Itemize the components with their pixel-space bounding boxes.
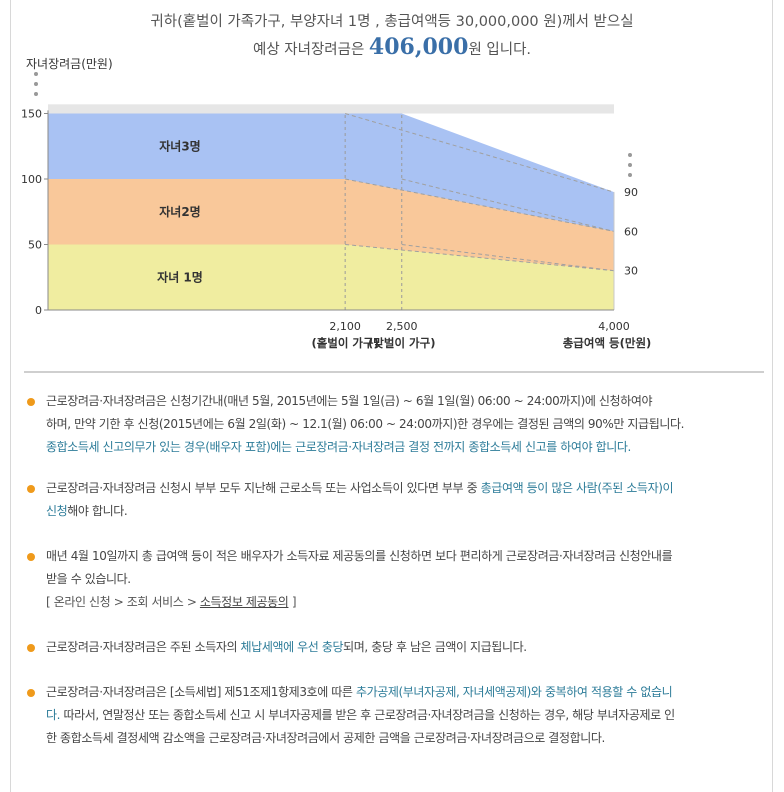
note-text: 근로장려금·자녀장려금은 신청기간내(매년 5월, 2015년에는 5월 1일(… bbox=[46, 394, 653, 408]
note-highlight: 종합소득세 신고의무가 있는 경우(배우자 포함)에는 근로장려금·자녀장려금 … bbox=[46, 440, 631, 454]
y-tick-label: 100 bbox=[21, 173, 42, 186]
note-highlight: 총급여액 등이 많은 사람(주된 소득자)이 bbox=[480, 481, 674, 495]
note-highlight: 다. bbox=[46, 708, 61, 722]
note-text: 근로장려금·자녀장려금은 [소득세법] 제51조제1항제3호에 따른 추가공제(… bbox=[46, 681, 764, 704]
breadcrumb-end: ] bbox=[288, 595, 297, 609]
note-item: 근로장려금·자녀장려금 신청시 부부 모두 지난해 근로소득 또는 사업소득이 … bbox=[24, 477, 764, 523]
note-text: 한 종합소득세 결정세액 감소액을 근로장려금·자녀장려금에서 공제한 금액을 … bbox=[46, 731, 605, 745]
x-tick-label: 2,100 bbox=[329, 320, 361, 333]
content-frame bbox=[10, 0, 773, 792]
bullet-icon bbox=[27, 553, 35, 561]
section-divider bbox=[24, 371, 764, 373]
y-tick-label: 0 bbox=[35, 304, 42, 317]
x-tick-sublabel: (홑벌이 가구) bbox=[311, 336, 378, 350]
x-tick-label: 4,000 bbox=[598, 320, 630, 333]
result-line-1: 귀하(홑벌이 가족가구, 부양자녀 1명 , 총급여액등 30,000,000 … bbox=[150, 14, 634, 30]
ellipsis-dot bbox=[628, 163, 632, 167]
note-item: 근로장려금·자녀장려금은 신청기간내(매년 5월, 2015년에는 5월 1일(… bbox=[24, 390, 764, 459]
income-consent-link[interactable]: 소득정보 제공동의 bbox=[199, 595, 289, 609]
guide-diag-1 bbox=[401, 244, 615, 272]
ellipsis-dot bbox=[628, 173, 632, 177]
note-text: 신청해야 합니다. bbox=[46, 500, 764, 523]
result-suffix: 원 입니다. bbox=[468, 42, 532, 58]
guide-diag-5 bbox=[345, 244, 615, 272]
bullet-icon bbox=[27, 485, 35, 493]
bullet-icon bbox=[27, 689, 35, 697]
note-text-part: 근로장려금·자녀장려금은 주된 소득자의 bbox=[46, 640, 241, 654]
note-text: 다. 따라서, 연말정산 또는 종합소득세 신고 시 부녀자공제를 받은 후 근… bbox=[46, 704, 764, 727]
bullet-icon bbox=[27, 644, 35, 652]
x-tick-label: 2,500 bbox=[386, 320, 418, 333]
note-text: 근로장려금·자녀장려금은 주된 소득자의 체납세액에 우선 충당되며, 충당 후… bbox=[46, 636, 764, 659]
note-text-part: 근로장려금·자녀장려금은 [소득세법] 제51조제1항제3호에 따른 bbox=[46, 685, 356, 699]
y-tick-label: 150 bbox=[21, 108, 42, 121]
series-label: 자녀3명 bbox=[159, 138, 200, 153]
right-tick-label: 30 bbox=[624, 265, 638, 278]
ellipsis-dot bbox=[34, 82, 38, 86]
note-text: 받을 수 있습니다. bbox=[46, 572, 131, 586]
notes-list: 근로장려금·자녀장려금은 신청기간내(매년 5월, 2015년에는 5월 1일(… bbox=[24, 390, 764, 750]
note-text: 하며, 만약 기한 후 신청(2015년에는 6월 2일(화) ~ 12.1(월… bbox=[46, 417, 685, 431]
note-text-part: 근로장려금·자녀장려금 신청시 부부 모두 지난해 근로소득 또는 사업소득이 … bbox=[46, 481, 481, 495]
note-text: 근로장려금·자녀장려금 신청시 부부 모두 지난해 근로소득 또는 사업소득이 … bbox=[46, 477, 764, 500]
result-prefix: 예상 자녀장려금은 bbox=[252, 42, 369, 58]
result-amount: 406,000 bbox=[368, 34, 469, 60]
ellipsis-dot bbox=[34, 92, 38, 96]
guide-diag-4 bbox=[345, 178, 615, 232]
bullet-icon bbox=[27, 398, 35, 406]
series-label: 자녀 1명 bbox=[157, 269, 203, 284]
note-text-part: 되며, 충당 후 남은 금액이 지급됩니다. bbox=[343, 640, 527, 654]
y-tick-label: 50 bbox=[28, 239, 42, 252]
note-item: 근로장려금·자녀장려금은 [소득세법] 제51조제1항제3호에 따른 추가공제(… bbox=[24, 681, 764, 750]
note-highlight: 신청 bbox=[46, 504, 68, 518]
right-tick-label: 60 bbox=[624, 225, 638, 238]
guide-diag-3 bbox=[345, 113, 615, 193]
note-text-part: 따라서, 연말정산 또는 종합소득세 신고 시 부녀자공제를 받은 후 근로장려… bbox=[60, 708, 675, 722]
note-item: 매년 4월 10일까지 총 급여액 등이 적은 배우자가 소득자료 제공동의를 … bbox=[24, 545, 764, 614]
ellipsis-dot bbox=[628, 153, 632, 157]
note-text: 매년 4월 10일까지 총 급여액 등이 적은 배우자가 소득자료 제공동의를 … bbox=[46, 549, 673, 563]
note-highlight: 추가공제(부녀자공제, 자녀세액공제)와 중복하여 적용할 수 없습니 bbox=[355, 685, 673, 699]
right-tick-label: 90 bbox=[624, 186, 638, 199]
breadcrumb: [ 온라인 신청 > 조회 서비스 > 소득정보 제공동의 ] bbox=[46, 591, 764, 614]
x-tick-sublabel: 총급여액 등(만원) bbox=[563, 336, 652, 350]
area-1 bbox=[48, 244, 614, 310]
result-line-2: 예상 자녀장려금은 406,000원 입니다. bbox=[0, 34, 784, 60]
series-label: 자녀2명 bbox=[159, 204, 200, 219]
note-item: 근로장려금·자녀장려금은 주된 소득자의 체납세액에 우선 충당되며, 충당 후… bbox=[24, 636, 764, 659]
breadcrumb-path: [ 온라인 신청 > 조회 서비스 > bbox=[46, 595, 200, 609]
note-text-part: 해야 합니다. bbox=[67, 504, 128, 518]
y-axis-label: 자녀장려금(만원) bbox=[26, 57, 113, 71]
x-tick-sublabel: (맞벌이 가구) bbox=[368, 336, 435, 350]
note-highlight: 체납세액에 우선 충당 bbox=[240, 640, 344, 654]
child-incentive-chart: 0 50 100 150 자녀장려금(만원) 90 60 30 자녀 1명 자녀2명 자녀3명 2,1… bbox=[21, 57, 652, 350]
ellipsis-dot bbox=[34, 72, 38, 76]
guide-diag-2 bbox=[401, 178, 615, 232]
